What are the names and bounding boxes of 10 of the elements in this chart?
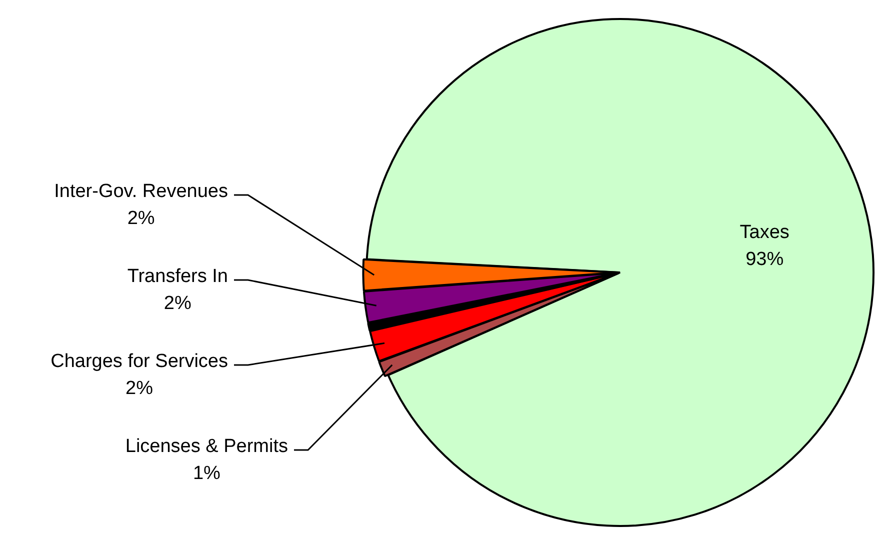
slice-label: Licenses & Permits [125, 436, 288, 458]
data-label: 2% [164, 293, 192, 314]
data-label: 2% [127, 208, 155, 230]
slice-label: Inter-Gov. Revenues [54, 181, 228, 202]
slice-label: Charges for Services [50, 351, 228, 372]
data-label: 93% [746, 249, 784, 270]
slice-label: Taxes [740, 222, 790, 244]
data-label: 2% [126, 378, 154, 400]
slice-label: Transfers In [127, 266, 228, 288]
data-label: 1% [192, 463, 221, 484]
